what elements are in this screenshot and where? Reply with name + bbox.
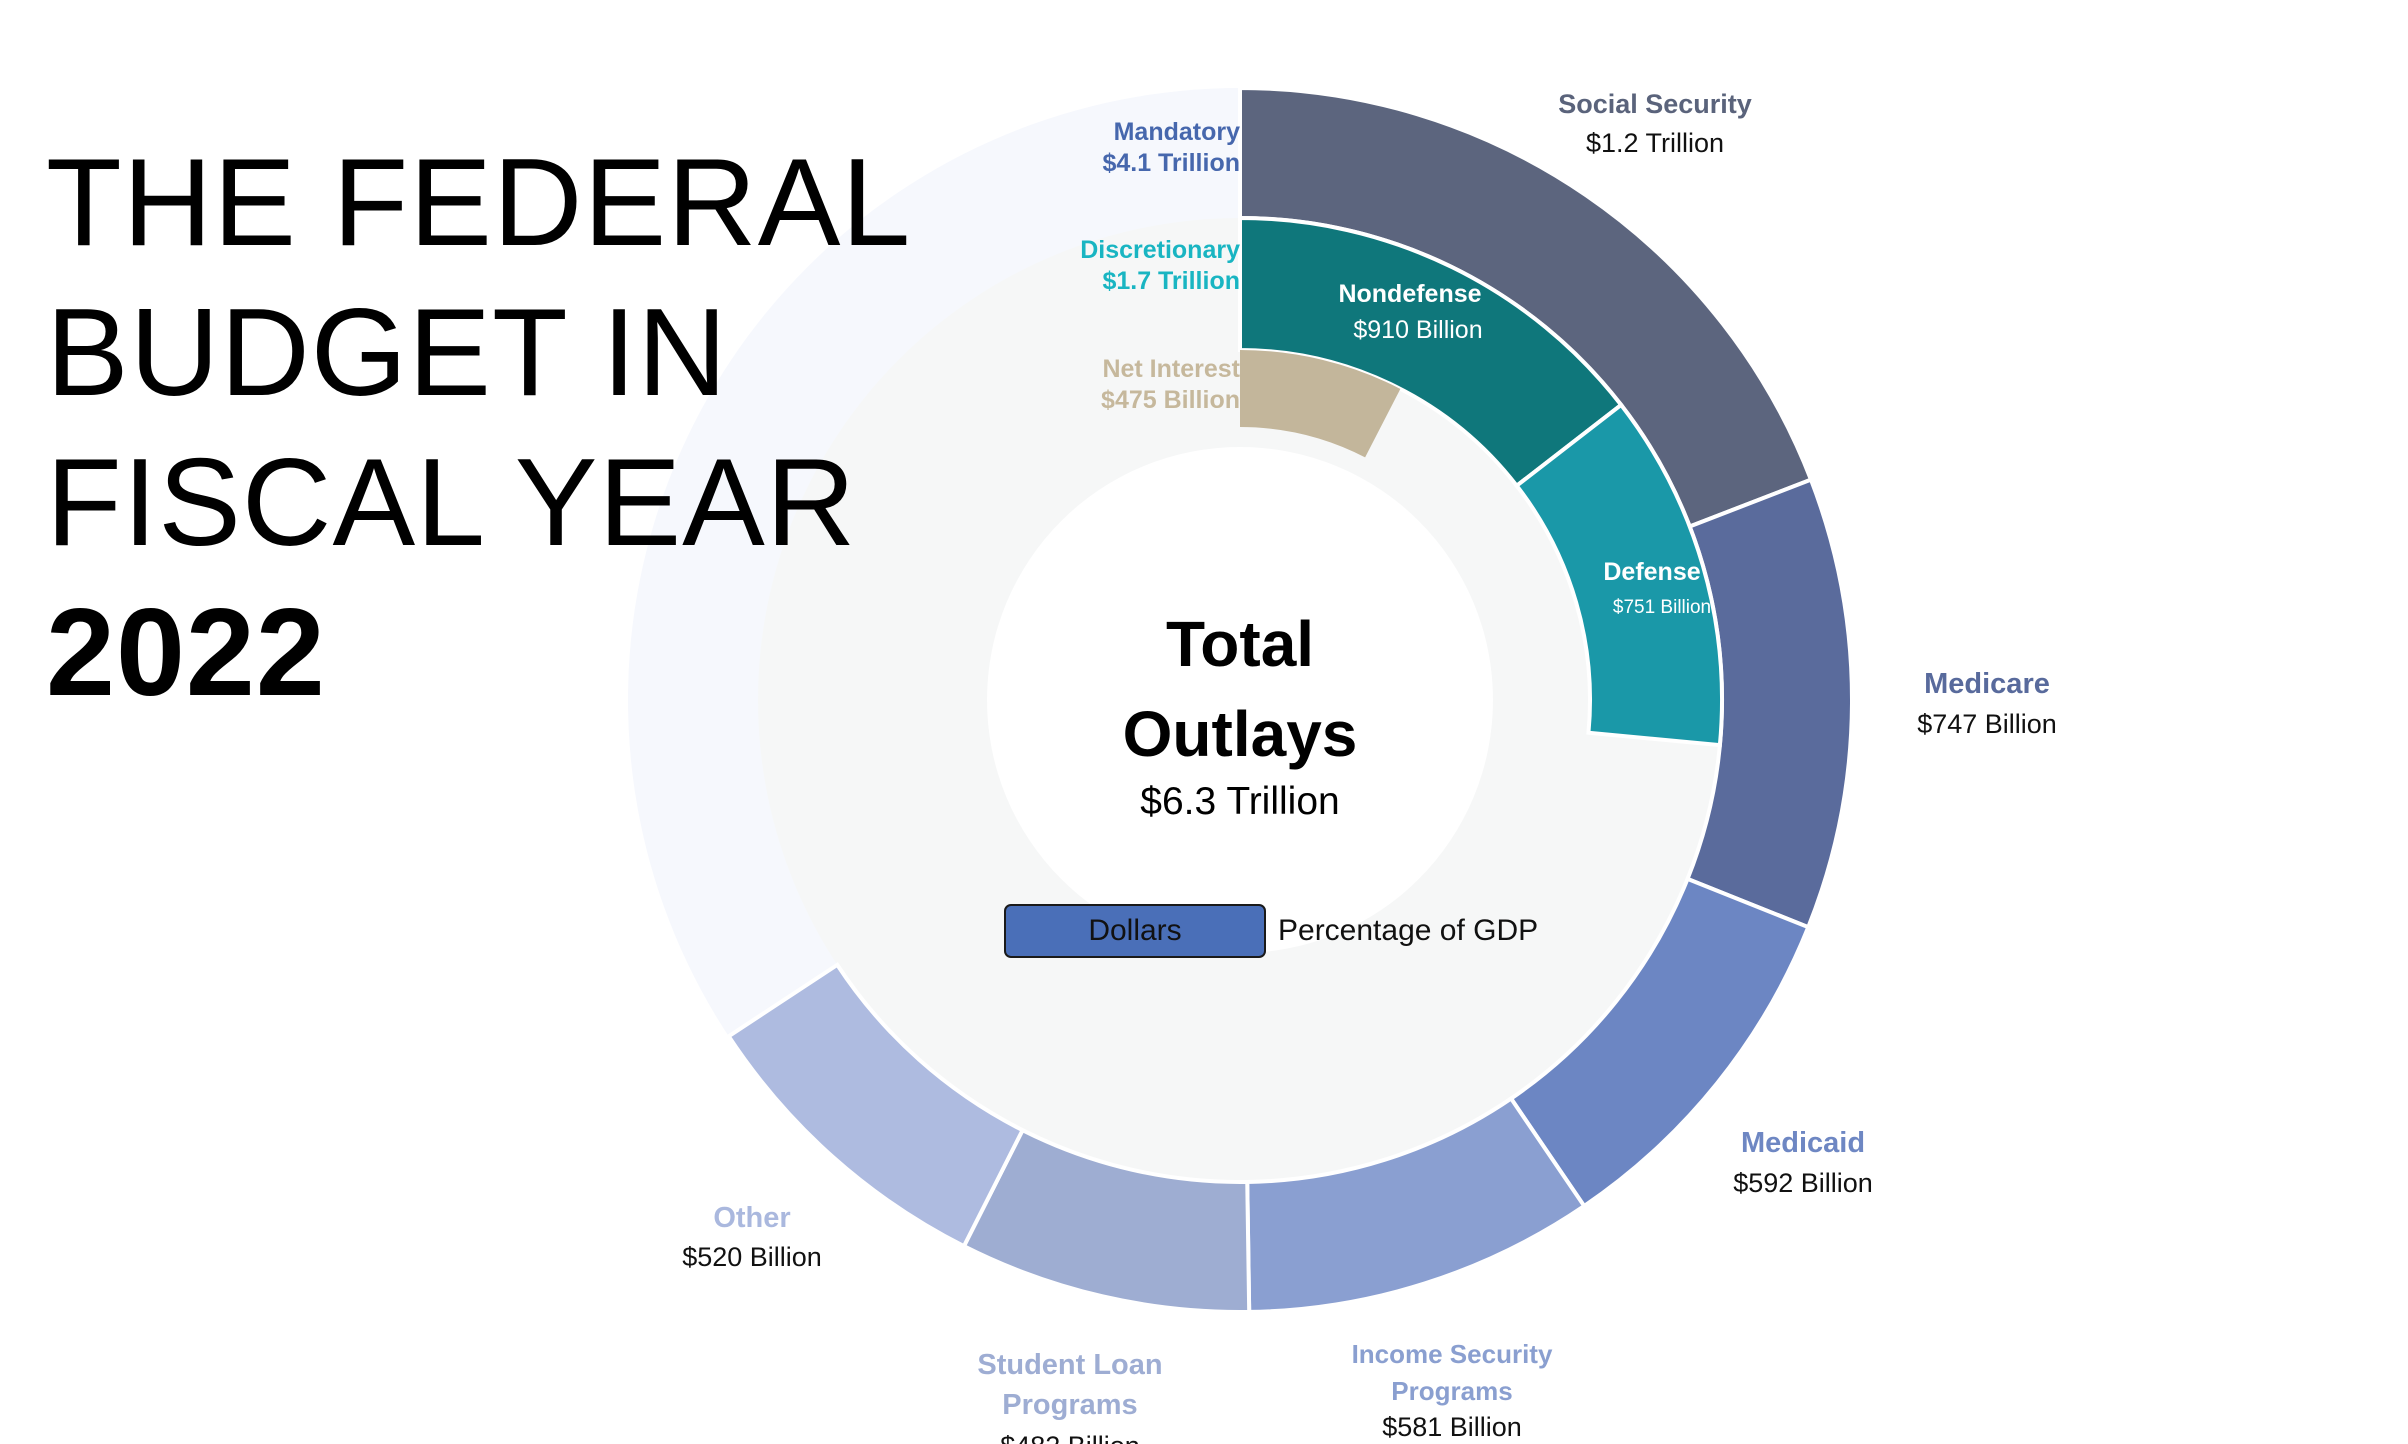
- segment-net-interest[interactable]: [1240, 350, 1401, 458]
- medicaid-name: Medicaid: [1741, 1127, 1865, 1159]
- segment-other[interactable]: [725, 962, 1026, 1249]
- mandatory-value: $4.1 Trillion: [1102, 149, 1240, 177]
- income-security-name-line2: Programs: [1391, 1376, 1512, 1406]
- label-defense: Defense $751 Billion: [1603, 558, 1711, 618]
- medicaid-value: $592 Billion: [1733, 1168, 1873, 1198]
- student-loan-value: $482 Billion: [1000, 1431, 1140, 1444]
- other-value: $520 Billion: [682, 1242, 822, 1272]
- dollars-button[interactable]: Dollars: [1004, 904, 1266, 958]
- medicare-value: $747 Billion: [1917, 709, 2057, 739]
- center-title-line1: Total: [1166, 608, 1314, 680]
- net-interest-name: Net Interest: [1102, 355, 1240, 383]
- medicare-name: Medicare: [1924, 668, 2050, 700]
- category-label-net-interest: Net Interest $475 Billion: [1101, 355, 1241, 414]
- label-medicaid: Medicaid $592 Billion: [1733, 1127, 1873, 1198]
- label-income-security: Income Security Programs $581 Billion: [1352, 1339, 1553, 1442]
- discretionary-value: $1.7 Trillion: [1102, 267, 1240, 295]
- center-title-line2: Outlays: [1123, 698, 1358, 770]
- nondefense-name: Nondefense: [1338, 280, 1481, 308]
- segment-defense[interactable]: [1513, 402, 1724, 748]
- defense-value: $751 Billion: [1613, 597, 1711, 618]
- defense-name: Defense: [1603, 558, 1700, 586]
- net-interest-value: $475 Billion: [1101, 386, 1240, 414]
- income-security-value: $581 Billion: [1382, 1412, 1522, 1442]
- center-value: $6.3 Trillion: [1140, 780, 1339, 823]
- title-line-1: THE FEDERAL: [46, 134, 912, 272]
- units-toggle: Dollars Percentage of GDP: [1004, 904, 1538, 958]
- label-other: Other $520 Billion: [682, 1202, 822, 1272]
- percentage-of-gdp-option[interactable]: Percentage of GDP: [1278, 914, 1539, 947]
- nondefense-value: $910 Billion: [1353, 316, 1482, 344]
- label-social-security: Social Security $1.2 Trillion: [1558, 89, 1752, 158]
- student-loan-name-line1: Student Loan: [977, 1349, 1162, 1381]
- discretionary-name: Discretionary: [1080, 236, 1240, 264]
- income-security-name-line1: Income Security: [1352, 1339, 1553, 1369]
- social-security-value: $1.2 Trillion: [1586, 128, 1724, 158]
- label-nondefense: Nondefense $910 Billion: [1338, 280, 1482, 344]
- label-medicare: Medicare $747 Billion: [1917, 668, 2057, 739]
- category-label-mandatory: Mandatory $4.1 Trillion: [1102, 118, 1240, 177]
- title-year: 2022: [46, 584, 326, 722]
- center-hole: [987, 447, 1493, 953]
- mandatory-name: Mandatory: [1114, 118, 1241, 146]
- other-name: Other: [713, 1202, 790, 1234]
- page-title: THE FEDERAL BUDGET IN FISCAL YEAR 2022: [46, 128, 911, 728]
- category-label-discretionary: Discretionary $1.7 Trillion: [1080, 236, 1240, 295]
- label-student-loan: Student Loan Programs $482 Billion: [977, 1349, 1162, 1444]
- social-security-name: Social Security: [1558, 89, 1752, 119]
- title-line-3: FISCAL YEAR: [46, 434, 857, 572]
- center-total: Total Outlays $6.3 Trillion: [1123, 608, 1358, 823]
- title-line-2: BUDGET IN: [46, 284, 728, 422]
- student-loan-name-line2: Programs: [1002, 1389, 1137, 1421]
